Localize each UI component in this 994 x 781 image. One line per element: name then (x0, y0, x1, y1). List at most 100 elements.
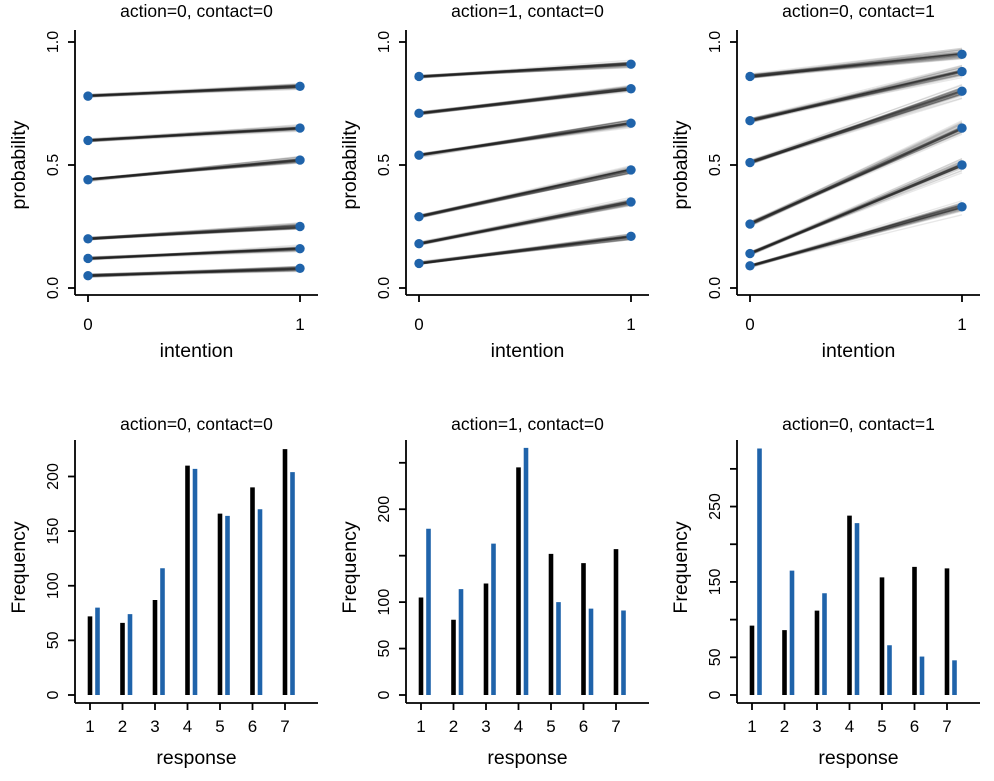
x-tick-label: 2 (118, 717, 127, 736)
x-tick-label: 7 (942, 717, 951, 736)
x-tick-label: 1 (85, 717, 94, 736)
x-axis-title: intention (160, 340, 234, 362)
y-tick-label: 0.5 (45, 154, 62, 176)
data-point (83, 271, 93, 281)
data-point (295, 263, 305, 274)
data-point (414, 71, 424, 82)
plot-title: action=0, contact=1 (782, 414, 935, 434)
x-tick-label: 4 (514, 717, 523, 736)
data-point (957, 160, 967, 170)
x-axis-title: intention (822, 340, 896, 362)
y-tick-label: 50 (45, 631, 62, 649)
data-point (957, 49, 967, 59)
x-tick-label: 6 (910, 717, 919, 736)
data-point (957, 66, 967, 77)
data-point (295, 123, 305, 133)
x-tick-label: 4 (845, 717, 854, 736)
x-tick-label: 6 (248, 717, 257, 736)
y-tick-label: 150 (707, 568, 724, 595)
data-point (83, 91, 93, 101)
plot-title: action=1, contact=0 (451, 414, 604, 434)
x-tick-label: 0 (414, 315, 423, 334)
plot-probability-action0-contact0: 0.0 0.5 1.0 0 1 action=0, contact=0 intention p… (8, 1, 318, 362)
endpoint-dots (83, 81, 305, 281)
data-point (626, 59, 636, 69)
y-tick-label: 0.0 (707, 277, 724, 299)
data-point (83, 175, 93, 185)
y-tick-label: 0.0 (376, 277, 393, 299)
x-axis-title: response (156, 747, 236, 769)
bar-pairs (418, 447, 626, 695)
data-point (295, 243, 305, 254)
x-tick-label: 0 (745, 315, 754, 334)
plot-frequency-action1-contact0: 0 50 100 200 1 2 3 4 5 6 7 action=1, contact=0 respo… (339, 414, 649, 769)
data-point (414, 108, 424, 119)
x-tick-label: 5 (877, 717, 886, 736)
plot-title: action=0, contact=0 (120, 414, 273, 434)
x-tick-label: 0 (83, 315, 92, 334)
data-point (626, 165, 636, 175)
data-point (295, 155, 305, 165)
data-point (414, 211, 424, 222)
posterior-line-bundles (749, 47, 963, 269)
data-point (83, 234, 93, 244)
y-tick-label: 0 (45, 690, 62, 699)
plot-probability-action1-contact0: 0.0 0.5 1.0 0 1 action=1, contact=0 intention p… (339, 1, 649, 362)
x-tick-label: 5 (546, 717, 555, 736)
data-point (414, 258, 424, 269)
plot-title: action=0, contact=1 (782, 1, 935, 21)
data-point (626, 231, 636, 242)
x-tick-label: 3 (481, 717, 490, 736)
y-axis-title: probability (8, 120, 30, 209)
data-point (414, 150, 424, 160)
y-tick-label: 0.5 (376, 154, 393, 176)
y-tick-label: 200 (376, 496, 393, 523)
data-point (957, 123, 967, 133)
data-point (83, 253, 93, 264)
plot-frequency-action0-contact0: 0 50 100 150 200 1 2 3 4 5 6 7 action=0, contact=0 re… (8, 414, 318, 769)
x-tick-label: 1 (747, 717, 756, 736)
data-point (295, 221, 305, 232)
x-tick-label: 7 (280, 717, 289, 736)
x-axis-title: response (487, 747, 567, 769)
x-axis-title: response (818, 747, 898, 769)
y-tick-label: 250 (707, 493, 724, 520)
x-tick-label: 1 (626, 315, 635, 334)
data-point (745, 71, 755, 82)
posterior-line-bundles (418, 59, 632, 266)
data-point (745, 261, 755, 271)
data-point (626, 118, 636, 128)
data-point (745, 116, 755, 126)
y-tick-label: 1.0 (376, 31, 393, 53)
x-tick-label: 2 (780, 717, 789, 736)
data-point (745, 248, 755, 259)
x-tick-label: 5 (215, 717, 224, 736)
plot-title: action=1, contact=0 (451, 1, 604, 21)
y-tick-label: 50 (376, 640, 393, 658)
y-tick-label: 1.0 (707, 31, 724, 53)
y-tick-label: 100 (376, 589, 393, 616)
y-tick-label: 150 (45, 518, 62, 545)
data-point (745, 219, 755, 229)
bar-pairs (87, 449, 295, 695)
y-axis-title: Frequency (339, 521, 361, 613)
x-tick-label: 1 (957, 315, 966, 334)
x-tick-label: 7 (611, 717, 620, 736)
y-tick-label: 0 (376, 690, 393, 699)
x-tick-label: 6 (579, 717, 588, 736)
x-tick-label: 4 (183, 717, 192, 736)
y-tick-label: 1.0 (45, 31, 62, 53)
posterior-line-bundles (87, 82, 301, 279)
data-point (745, 157, 755, 168)
data-point (295, 81, 305, 91)
x-tick-label: 3 (812, 717, 821, 736)
y-tick-label: 0 (707, 690, 724, 699)
y-axis-title: Frequency (8, 521, 30, 613)
data-point (414, 239, 424, 249)
y-tick-label: 0.5 (707, 154, 724, 176)
plot-frequency-action0-contact1: 0 50 150 250 1 2 3 4 5 6 7 action=0, contact=1 respo… (670, 414, 980, 769)
data-point (957, 86, 967, 96)
endpoint-dots (414, 59, 636, 269)
y-tick-label: 200 (45, 463, 62, 490)
